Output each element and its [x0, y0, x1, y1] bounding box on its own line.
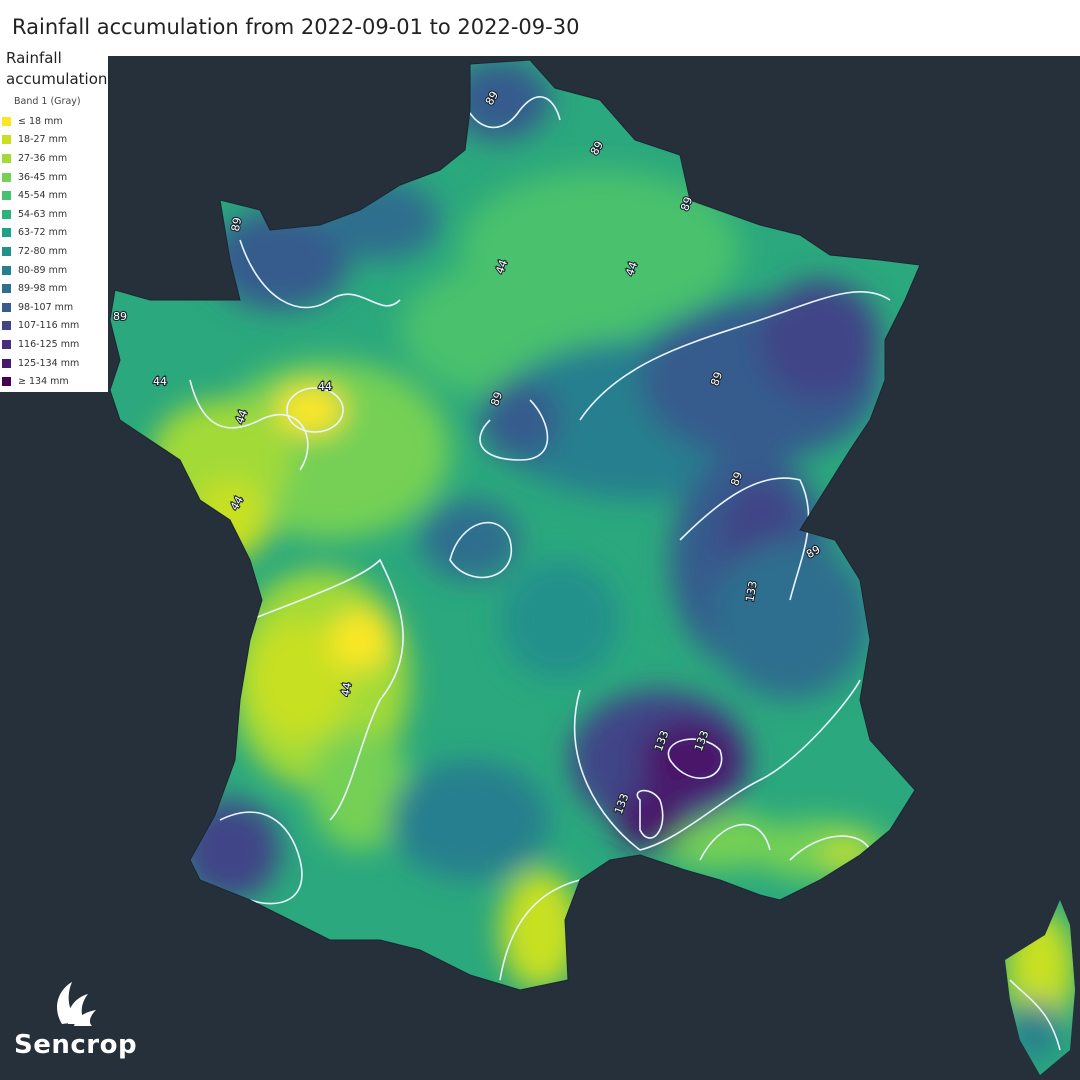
legend-swatch	[2, 377, 11, 387]
legend-label: 45-54 mm	[18, 190, 68, 202]
legend-swatch	[2, 284, 11, 294]
legend-label: 27-36 mm	[18, 152, 68, 164]
legend-label: 54-63 mm	[18, 208, 68, 220]
sencrop-leaf-icon	[57, 982, 96, 1026]
legend-item: 116-125 mm	[2, 335, 79, 354]
legend-item: 72-80 mm	[2, 242, 79, 261]
legend-items: ≤ 18 mm 18-27 mm 27-36 mm 36-45 mm 45-54 mm 5…	[2, 112, 79, 391]
legend-item: 80-89 mm	[2, 261, 79, 280]
map-title: Rainfall accumulation from 2022-09-01 to…	[12, 15, 580, 39]
contour-label: 89	[728, 470, 745, 488]
legend-swatch	[2, 209, 11, 219]
legend-item: 98-107 mm	[2, 298, 79, 317]
contour-label: 89	[708, 370, 725, 388]
legend-swatch	[2, 302, 11, 312]
legend-band-label: Band 1 (Gray)	[14, 96, 81, 107]
legend-label: 18-27 mm	[18, 134, 68, 146]
legend-swatch	[2, 172, 11, 182]
legend-label: 107-116 mm	[18, 320, 80, 332]
legend-label: ≥ 134 mm	[18, 376, 69, 388]
legend-item: 36-45 mm	[2, 168, 79, 187]
contour-label: 89	[113, 310, 127, 323]
contour-label: 44	[318, 380, 332, 393]
map-canvas[interactable]: 44 44 44 44 44 44 44 89 89 89 89 89 89 89 89 89 133 133 13…	[0, 56, 1080, 1080]
contour-label: 44	[623, 260, 640, 278]
legend-label: 80-89 mm	[18, 264, 68, 276]
legend-label: 98-107 mm	[18, 301, 74, 313]
legend-item: 54-63 mm	[2, 205, 79, 224]
legend-label: 125-134 mm	[18, 357, 80, 369]
legend-label: 89-98 mm	[18, 283, 68, 295]
legend-item: 63-72 mm	[2, 224, 79, 243]
legend-label: ≤ 18 mm	[18, 115, 63, 127]
brand-name: Sencrop	[14, 1030, 138, 1060]
legend-item: ≤ 18 mm	[2, 112, 79, 131]
legend-item: 125-134 mm	[2, 354, 79, 373]
legend-item: 27-36 mm	[2, 149, 79, 168]
legend-swatch	[2, 339, 11, 349]
legend-item: 89-98 mm	[2, 279, 79, 298]
legend-item: 18-27 mm	[2, 131, 79, 150]
legend-swatch	[2, 191, 11, 201]
legend: Rainfall accumulation Band 1 (Gray) ≤ 18…	[0, 44, 108, 392]
contour-label: 44	[493, 258, 510, 276]
contour-label: 44	[233, 408, 250, 426]
legend-label: 72-80 mm	[18, 245, 68, 257]
legend-label: 36-45 mm	[18, 171, 68, 183]
legend-swatch	[2, 246, 11, 256]
legend-item: 107-116 mm	[2, 317, 79, 336]
legend-item: 45-54 mm	[2, 186, 79, 205]
legend-title: Rainfall accumulation	[6, 49, 108, 88]
legend-swatch	[2, 116, 11, 126]
legend-swatch	[2, 135, 11, 145]
brand-logo: Sencrop	[14, 978, 138, 1062]
contour-label: 44	[153, 375, 167, 388]
legend-swatch	[2, 321, 11, 331]
legend-swatch	[2, 228, 11, 238]
contour-label: 133	[743, 580, 759, 603]
contour-label: 44	[339, 681, 354, 697]
legend-label: 116-125 mm	[18, 338, 80, 350]
legend-item: ≥ 134 mm	[2, 372, 79, 391]
legend-swatch	[2, 358, 11, 368]
legend-swatch	[2, 265, 11, 275]
legend-swatch	[2, 153, 11, 163]
contour-label: 89	[229, 216, 244, 232]
legend-label: 63-72 mm	[18, 227, 68, 239]
contour-lines	[189, 89, 1061, 1051]
contour-label: 89	[678, 195, 695, 213]
contour-label: 89	[488, 390, 505, 408]
